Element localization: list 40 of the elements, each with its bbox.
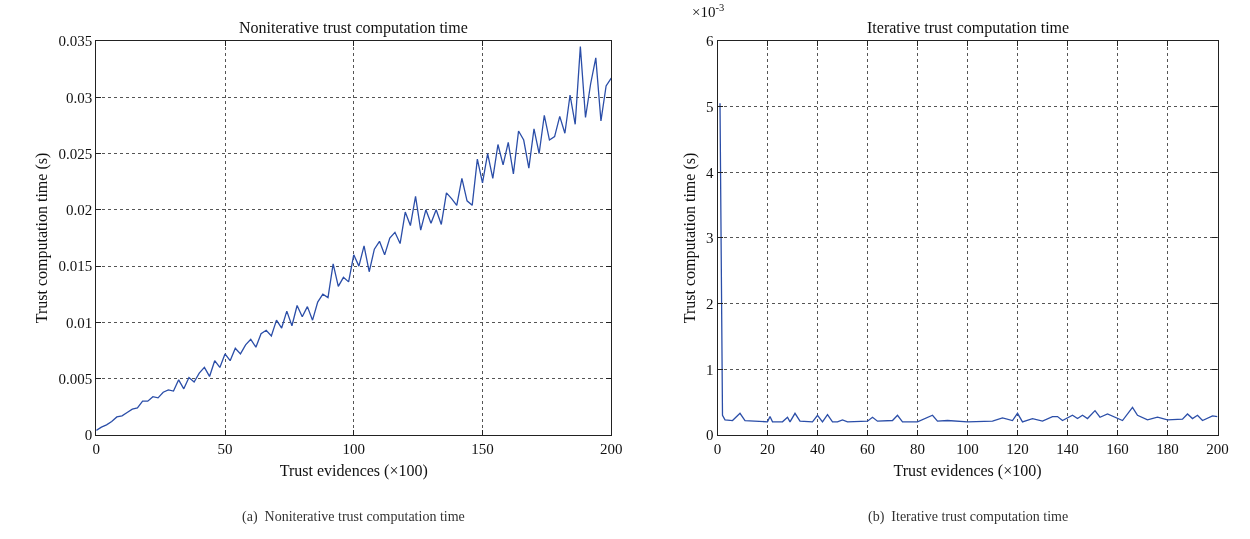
y-tick-label: 0 [84,427,93,444]
y-axis-title: Trust computation time (s) [680,152,699,324]
x-tick-label: 100 [342,441,365,458]
x-tick-label: 200 [1206,441,1229,458]
line-series [96,45,612,432]
x-tick-label: 80 [910,441,925,458]
y-tick-label: 4 [705,164,714,181]
x-tick-label: 100 [956,441,979,458]
x-tick-label: 120 [1006,441,1029,458]
y-tick-label: 1 [705,361,714,378]
y-tick-label: 0.035 [58,33,93,50]
x-tick-label: 20 [760,441,775,458]
text: (b) Iterative trust computation time [868,509,1069,525]
y-tick-label: 0.01 [65,314,93,331]
text: (a) Noniterative trust computation time [242,509,465,525]
y-tick-label: 0.025 [58,145,93,162]
x-tick-label: 60 [860,441,875,458]
chart-title: Noniterative trust computation time [239,19,468,37]
y-tick-label: 5 [705,98,714,115]
y-tick-label: 0.03 [65,89,93,106]
x-tick-label: 160 [1106,441,1129,458]
x-tick-label: 150 [471,441,494,458]
y-tick-label: 2 [705,295,714,312]
y-tick-label: 0 [705,427,714,444]
text: ×10$^{-3}$ [692,2,725,21]
y-axis-title: Trust computation time (s) [33,152,52,324]
y-tick-label: 6 [705,33,714,50]
x-tick-label: 200 [600,441,623,458]
x-tick-label: 180 [1156,441,1179,458]
chart-title: Iterative trust computation time [867,19,1070,37]
line-series [719,102,1218,423]
y-tick-label: 0.02 [65,202,93,219]
x-tick-label: 140 [1056,441,1079,458]
y-tick-label: 0.015 [58,258,93,275]
y-tick-label: 3 [705,230,714,247]
x-tick-label: 40 [810,441,825,458]
x-axis-title: Trust evidences (×100) [279,461,428,480]
y-tick-label: 0.005 [58,370,93,387]
x-tick-label: 50 [217,441,233,458]
x-axis-title: Trust evidences (×100) [893,461,1042,480]
